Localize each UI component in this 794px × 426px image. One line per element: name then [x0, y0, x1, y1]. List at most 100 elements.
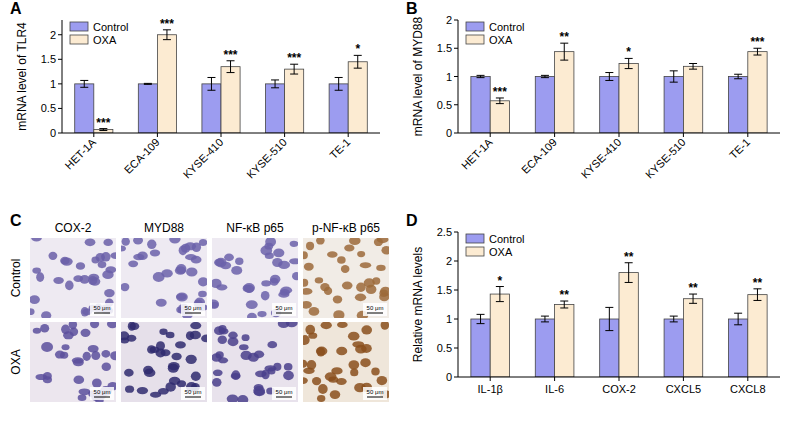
- error-cap: [80, 80, 88, 81]
- cell-nucleus: [224, 253, 234, 261]
- error-line: [757, 289, 758, 301]
- cell-nucleus: [318, 384, 328, 394]
- significance: ***: [493, 85, 507, 99]
- error-bar: [753, 289, 761, 301]
- bar: [728, 77, 747, 134]
- error-line: [738, 74, 739, 79]
- cell-nucleus: [333, 310, 344, 318]
- figure: A*************00.511.52HET-1AECA-109KYSE…: [0, 0, 794, 426]
- cell-nucleus: [348, 360, 359, 369]
- bar: [471, 319, 490, 377]
- error-cap: [290, 74, 298, 75]
- cell-nucleus: [303, 360, 307, 368]
- error-cap: [753, 300, 761, 301]
- error-bar: [290, 64, 298, 74]
- bar: [683, 66, 702, 133]
- error-bar: [477, 75, 485, 77]
- image-background: [303, 322, 389, 402]
- cell-nucleus: [261, 280, 271, 286]
- cell-nucleus: [137, 252, 147, 261]
- cell-nucleus: [91, 257, 99, 264]
- cell-nucleus: [122, 238, 130, 246]
- panel: B*********00.511.52HET-1AECA-109KYSE-410…: [406, 0, 780, 181]
- cell-nucleus: [31, 238, 41, 242]
- error-bar: [354, 55, 362, 68]
- error-line: [628, 263, 629, 283]
- cell-nucleus: [286, 322, 298, 327]
- error-bar: [271, 80, 279, 88]
- scale-bar-label: 50 μm: [276, 389, 293, 395]
- cell-nucleus: [185, 254, 197, 260]
- y-tick-label: 2.5: [437, 226, 452, 238]
- cell-nucleus: [237, 395, 248, 402]
- error-bar: [163, 30, 171, 40]
- cell-nucleus: [327, 251, 338, 257]
- significance: ***: [224, 48, 238, 62]
- cell-nucleus: [361, 325, 372, 334]
- cell-nucleus: [104, 289, 115, 297]
- cell-nucleus: [247, 313, 257, 318]
- bars: [471, 52, 767, 133]
- scale-bar-ground: [181, 387, 205, 400]
- cell-nucleus: [186, 267, 197, 276]
- significance: ***: [750, 35, 764, 49]
- cell-nucleus: [85, 238, 96, 246]
- error-bar: [753, 48, 761, 55]
- cell-nucleus: [90, 322, 99, 328]
- column-head: COX-2: [55, 221, 92, 235]
- scale-bar: [367, 397, 383, 398]
- scale-bar-label: 50 μm: [94, 305, 111, 311]
- y-tick-label: 0: [446, 371, 452, 383]
- error-bar: [335, 77, 343, 90]
- cell-nucleus: [321, 322, 332, 329]
- cell-nucleus: [128, 260, 138, 267]
- cell-nucleus: [290, 241, 298, 247]
- cell-nucleus: [81, 307, 89, 317]
- scale-bar-label: 50 μm: [185, 389, 202, 395]
- cell-nucleus: [289, 258, 298, 264]
- y-tick-label: 0.5: [437, 342, 452, 354]
- cell-nucleus: [83, 352, 91, 361]
- cell-nucleus: [60, 257, 69, 265]
- cell-nucleus: [129, 322, 139, 330]
- error-cap: [207, 77, 215, 78]
- x-tick-label: IL-6: [545, 383, 564, 395]
- legend-label: OXA: [489, 246, 513, 258]
- error-bar: [80, 80, 88, 87]
- image-background: [121, 238, 207, 318]
- x-tick-label: IL-1β: [478, 383, 503, 395]
- error-cap: [625, 68, 633, 69]
- error-line: [564, 43, 565, 60]
- error-bars: [80, 30, 361, 131]
- error-cap: [753, 55, 761, 56]
- error-cap: [734, 324, 742, 325]
- error-bar: [689, 294, 697, 303]
- x-tick: [490, 377, 491, 381]
- cell-nucleus: [243, 283, 255, 293]
- error-bar: [625, 58, 633, 68]
- error-cap: [541, 75, 549, 76]
- scale-bar: [276, 313, 292, 314]
- y-tick: [454, 261, 458, 262]
- error-cap: [80, 87, 88, 88]
- cell-nucleus: [356, 283, 366, 292]
- error-bar: [670, 316, 678, 322]
- cell-nucleus: [125, 386, 134, 393]
- error-bar: [625, 263, 633, 283]
- error-bar: [207, 77, 215, 90]
- cell-nucleus: [303, 377, 308, 384]
- cell-nucleus: [355, 345, 367, 354]
- error-line: [738, 313, 739, 325]
- cell-nucleus: [161, 269, 172, 277]
- scale-bar-label: 50 μm: [367, 305, 384, 311]
- y-tick-label: 1.5: [437, 42, 452, 54]
- cell-nucleus: [72, 357, 84, 363]
- cell-nucleus: [53, 277, 63, 284]
- cell-nucleus: [239, 344, 249, 350]
- cell-nucleus: [62, 344, 70, 350]
- cell-nucleus: [61, 324, 70, 334]
- error-cap: [734, 313, 742, 314]
- error-cap: [605, 80, 613, 81]
- error-cap: [477, 314, 485, 315]
- error-cap: [496, 301, 504, 302]
